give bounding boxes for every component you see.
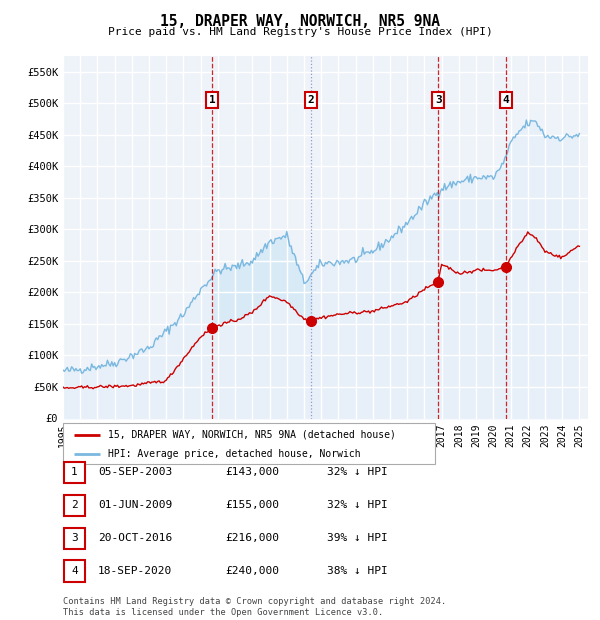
Text: 3: 3: [435, 95, 442, 105]
Text: 4: 4: [71, 566, 78, 576]
Text: Contains HM Land Registry data © Crown copyright and database right 2024.
This d: Contains HM Land Registry data © Crown c…: [63, 598, 446, 617]
Text: 3: 3: [71, 533, 78, 543]
Text: £240,000: £240,000: [225, 566, 279, 576]
Text: £216,000: £216,000: [225, 533, 279, 543]
Text: 1: 1: [209, 95, 215, 105]
Text: Price paid vs. HM Land Registry's House Price Index (HPI): Price paid vs. HM Land Registry's House …: [107, 27, 493, 37]
Text: 18-SEP-2020: 18-SEP-2020: [98, 566, 172, 576]
Text: £143,000: £143,000: [225, 467, 279, 477]
Text: HPI: Average price, detached house, Norwich: HPI: Average price, detached house, Norw…: [107, 449, 360, 459]
FancyBboxPatch shape: [63, 423, 435, 464]
FancyBboxPatch shape: [64, 560, 85, 582]
Text: 2: 2: [71, 500, 78, 510]
Text: 2: 2: [308, 95, 314, 105]
Text: 20-OCT-2016: 20-OCT-2016: [98, 533, 172, 543]
FancyBboxPatch shape: [64, 462, 85, 483]
Text: £155,000: £155,000: [225, 500, 279, 510]
Text: 38% ↓ HPI: 38% ↓ HPI: [327, 566, 388, 576]
Text: 15, DRAPER WAY, NORWICH, NR5 9NA: 15, DRAPER WAY, NORWICH, NR5 9NA: [160, 14, 440, 29]
Text: 4: 4: [502, 95, 509, 105]
Text: 39% ↓ HPI: 39% ↓ HPI: [327, 533, 388, 543]
FancyBboxPatch shape: [64, 495, 85, 516]
Text: 32% ↓ HPI: 32% ↓ HPI: [327, 500, 388, 510]
Text: 15, DRAPER WAY, NORWICH, NR5 9NA (detached house): 15, DRAPER WAY, NORWICH, NR5 9NA (detach…: [107, 430, 395, 440]
Text: 01-JUN-2009: 01-JUN-2009: [98, 500, 172, 510]
FancyBboxPatch shape: [64, 528, 85, 549]
Text: 1: 1: [71, 467, 78, 477]
Text: 05-SEP-2003: 05-SEP-2003: [98, 467, 172, 477]
Text: 32% ↓ HPI: 32% ↓ HPI: [327, 467, 388, 477]
